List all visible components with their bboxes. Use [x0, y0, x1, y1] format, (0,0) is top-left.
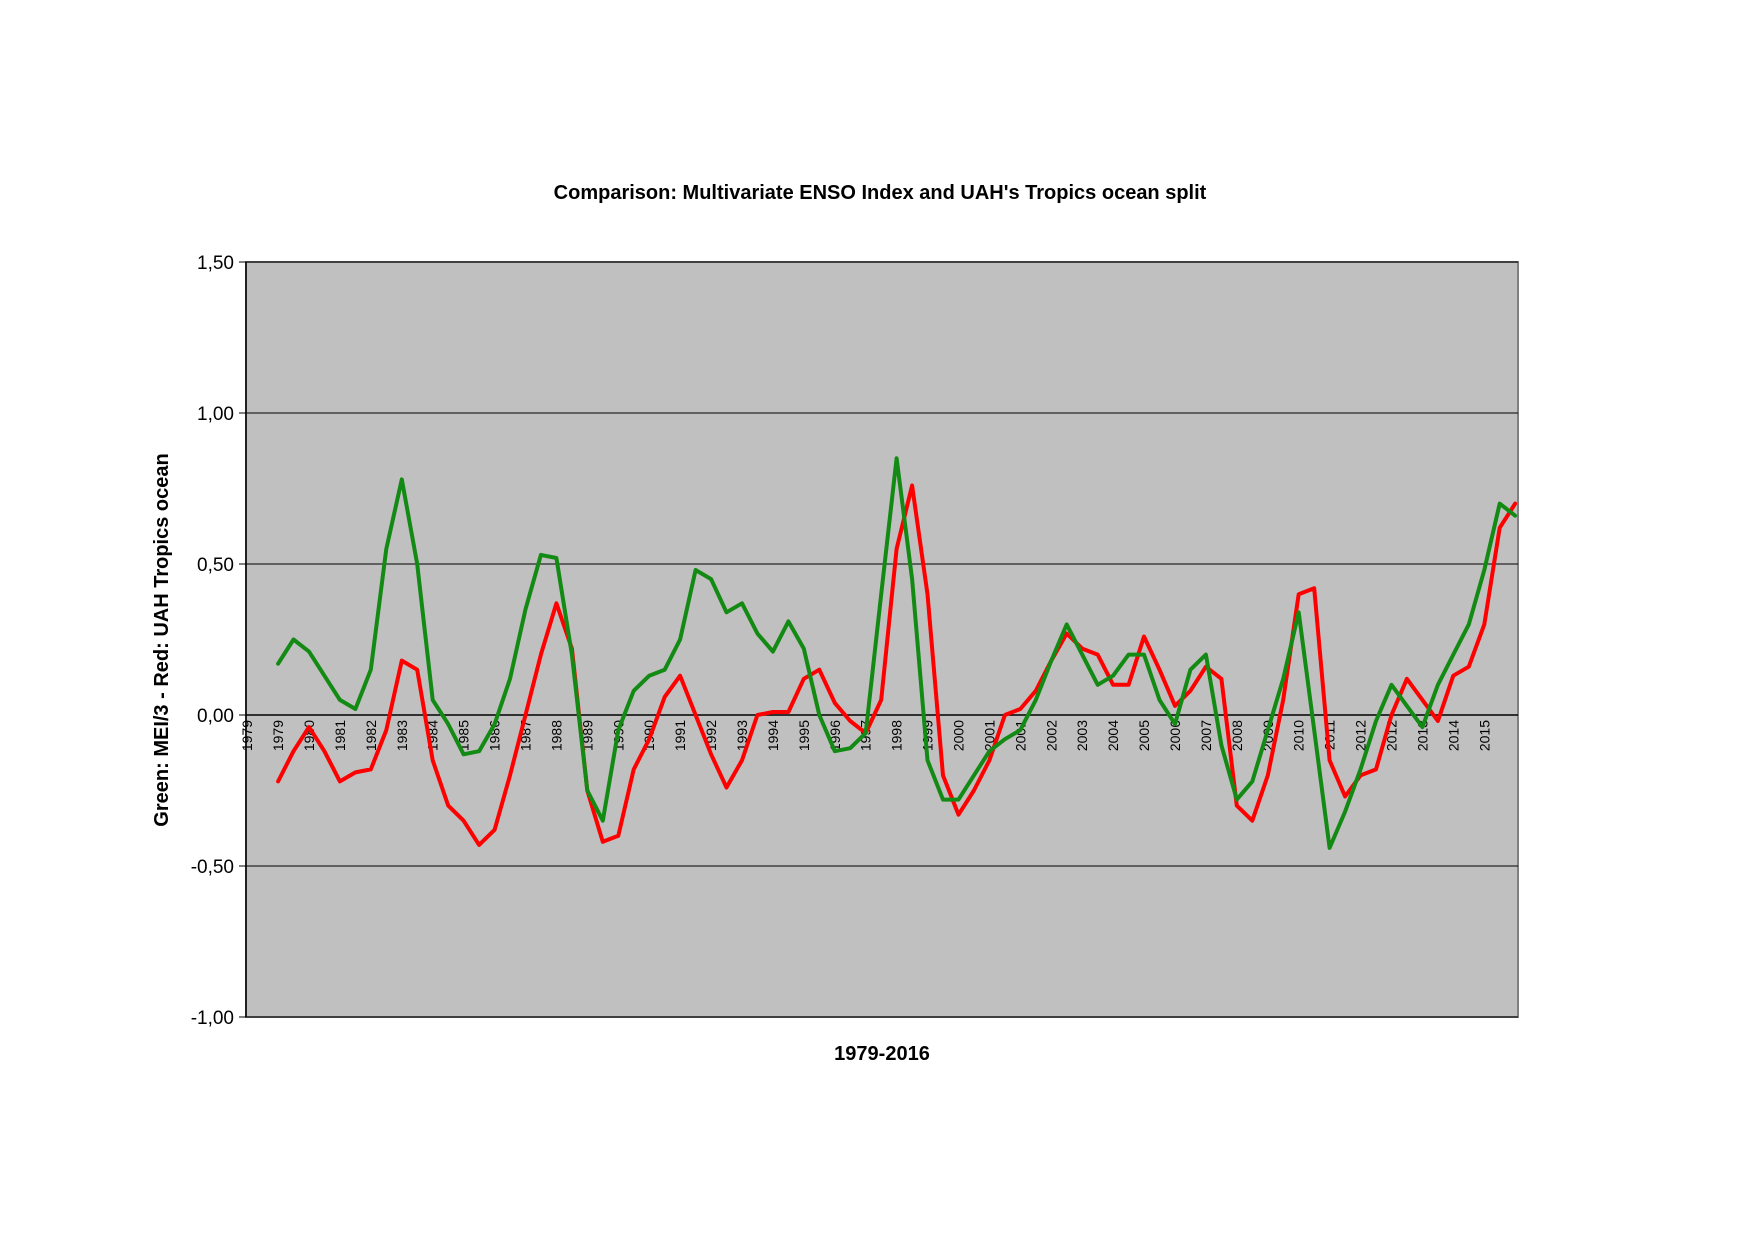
- x-tick-label: 2001: [1012, 720, 1028, 751]
- x-tick-label: 2014: [1445, 720, 1461, 751]
- x-tick-label: 2015: [1476, 720, 1492, 751]
- x-tick-label: 2013: [1414, 720, 1430, 751]
- x-tick-label: 2006: [1167, 720, 1183, 751]
- x-tick-label: 1991: [672, 720, 688, 751]
- x-tick-label: 1983: [394, 720, 410, 751]
- x-tick-label: 1994: [765, 720, 781, 751]
- plot-area: [245, 261, 1519, 1018]
- x-tick-label: 1981: [332, 720, 348, 751]
- y-axis-label: Green: MEI/3 - Red: UAH Tropics ocean: [151, 453, 173, 826]
- x-tick-label: 2000: [950, 720, 966, 751]
- x-tick-label: 2002: [1043, 720, 1059, 751]
- x-tick-label: 1979: [270, 720, 286, 751]
- x-tick-label: 2008: [1229, 720, 1245, 751]
- x-tick-label: 1995: [796, 720, 812, 751]
- y-tick-label: -1,00: [191, 1008, 234, 1029]
- x-axis-label: 1979-2016: [834, 1043, 930, 1065]
- series-line: [276, 483, 1518, 847]
- y-tick-label: 0,50: [197, 555, 234, 576]
- x-tick-label: 2007: [1198, 720, 1214, 751]
- x-tick-label: 2004: [1105, 720, 1121, 751]
- x-tick-label: 2010: [1291, 720, 1307, 751]
- x-tick-label: 1979: [239, 720, 255, 751]
- x-tick-label: 2003: [1074, 720, 1090, 751]
- y-tick-label: 1,50: [197, 253, 234, 274]
- x-tick-label: 2012: [1353, 720, 1369, 751]
- y-tick-label: -0,50: [191, 857, 234, 878]
- x-tick-label: 1980: [301, 720, 317, 751]
- y-tick-label: 0,00: [197, 706, 234, 727]
- x-tick-label: 1982: [363, 720, 379, 751]
- x-tick-label: 1998: [889, 720, 905, 751]
- chart-title: Comparison: Multivariate ENSO Index and …: [554, 182, 1207, 204]
- y-tick-label: 1,00: [197, 404, 234, 425]
- x-tick-label: 2005: [1136, 720, 1152, 751]
- series-line: [276, 456, 1518, 850]
- x-tick-label: 1988: [548, 720, 564, 751]
